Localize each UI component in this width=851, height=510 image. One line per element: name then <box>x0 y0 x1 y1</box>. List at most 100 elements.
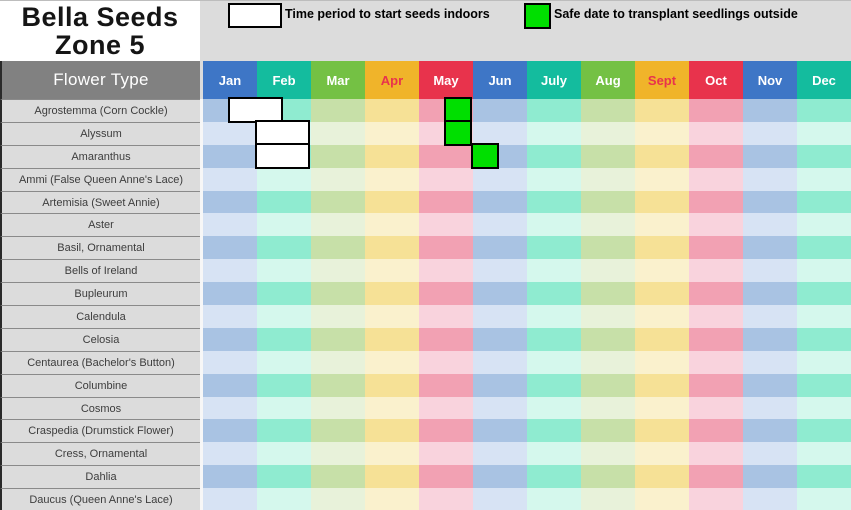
row-label: Bupleurum <box>0 282 200 306</box>
calendar-cell <box>689 144 743 168</box>
calendar-cell <box>797 144 851 168</box>
month-header-mar: Mar <box>311 61 365 99</box>
calendar-cell <box>527 327 581 351</box>
calendar-cell <box>365 282 419 306</box>
calendar-cell <box>743 327 797 351</box>
calendar-cell <box>527 465 581 489</box>
row-label: Calendula <box>0 305 200 328</box>
calendar-cell <box>365 396 419 420</box>
calendar-cell <box>581 167 635 191</box>
table-row: Aster <box>0 213 851 237</box>
row-label: Columbine <box>0 373 200 397</box>
column-separator <box>200 350 203 374</box>
calendar-cell <box>635 167 689 191</box>
calendar-cell <box>473 396 527 420</box>
calendar-cell <box>311 144 365 168</box>
table-row: Craspedia (Drumstick Flower) <box>0 419 851 443</box>
calendar-cell <box>365 305 419 328</box>
calendar-cell <box>257 396 311 420</box>
calendar-cell <box>581 99 635 122</box>
table-row: Basil, Ornamental <box>0 236 851 260</box>
calendar-cell <box>365 167 419 191</box>
row-label: Cosmos <box>0 396 200 420</box>
calendar-cell <box>635 373 689 397</box>
column-separator <box>200 190 203 214</box>
calendar-cell <box>203 465 257 489</box>
month-header-july: July <box>527 61 581 99</box>
calendar-cell <box>743 305 797 328</box>
calendar-cell <box>743 465 797 489</box>
calendar-cell <box>257 167 311 191</box>
calendar-cell <box>257 213 311 237</box>
month-header-aug: Aug <box>581 61 635 99</box>
transplant-box <box>444 119 472 146</box>
calendar-cell <box>743 144 797 168</box>
calendar-cell <box>203 396 257 420</box>
calendar-cell <box>203 190 257 214</box>
calendar-cell <box>527 419 581 443</box>
calendar-grid: Agrostemma (Corn Cockle) Alyssum Amaranthu… <box>0 99 851 510</box>
table-row: Cress, Ornamental <box>0 442 851 466</box>
row-label: Cress, Ornamental <box>0 442 200 466</box>
calendar-cell <box>797 259 851 283</box>
calendar-cell <box>527 282 581 306</box>
calendar-cell <box>581 396 635 420</box>
calendar-cell <box>527 190 581 214</box>
calendar-cell <box>797 121 851 145</box>
calendar-cell <box>689 373 743 397</box>
month-header-sept: Sept <box>635 61 689 99</box>
calendar-cell <box>581 236 635 260</box>
calendar-cell <box>743 121 797 145</box>
calendar-cell <box>743 373 797 397</box>
table-row: Centaurea (Bachelor's Button) <box>0 350 851 374</box>
calendar-cell <box>689 213 743 237</box>
calendar-cell <box>527 396 581 420</box>
calendar-cell <box>743 442 797 466</box>
calendar-cell <box>257 305 311 328</box>
calendar-cell <box>581 213 635 237</box>
month-header-jan: Jan <box>203 61 257 99</box>
row-label: Artemisia (Sweet Annie) <box>0 190 200 214</box>
calendar-cell <box>203 167 257 191</box>
calendar-cell <box>635 213 689 237</box>
calendar-cell <box>257 488 311 510</box>
calendar-cell <box>419 327 473 351</box>
calendar-cell <box>797 465 851 489</box>
calendar-cell <box>473 213 527 237</box>
month-header-may: May <box>419 61 473 99</box>
calendar-cell <box>581 350 635 374</box>
calendar-cell <box>203 144 257 168</box>
calendar-cell <box>257 442 311 466</box>
table-row: Bupleurum <box>0 282 851 306</box>
table-row: Amaranthus <box>0 144 851 168</box>
calendar-cell <box>257 190 311 214</box>
calendar-cell <box>419 236 473 260</box>
calendar-cell <box>473 350 527 374</box>
column-separator <box>200 396 203 420</box>
row-label: Agrostemma (Corn Cockle) <box>0 99 200 122</box>
calendar-cell <box>365 350 419 374</box>
calendar-cell <box>473 305 527 328</box>
calendar-cell <box>419 396 473 420</box>
calendar-cell <box>743 167 797 191</box>
legend-start-indoors: Time period to start seeds indoors <box>228 3 490 28</box>
calendar-cell <box>311 305 365 328</box>
calendar-cell <box>203 327 257 351</box>
calendar-cell <box>203 121 257 145</box>
flower-type-header: Flower Type <box>0 61 200 99</box>
column-separator <box>200 99 203 122</box>
month-header-feb: Feb <box>257 61 311 99</box>
table-row: Agrostemma (Corn Cockle) <box>0 99 851 122</box>
calendar-cell <box>311 488 365 510</box>
calendar-cell <box>635 488 689 510</box>
calendar-cell <box>365 419 419 443</box>
calendar-cell <box>743 99 797 122</box>
calendar-cell <box>473 282 527 306</box>
calendar-cell <box>473 327 527 351</box>
calendar-cell <box>311 99 365 122</box>
month-header-row: Jan Feb Mar Apr May Jun July Aug Sept Oct Nov Dec <box>203 61 851 99</box>
column-separator <box>200 121 203 145</box>
column-separator <box>200 442 203 466</box>
calendar-cell <box>203 373 257 397</box>
calendar-cell <box>689 99 743 122</box>
